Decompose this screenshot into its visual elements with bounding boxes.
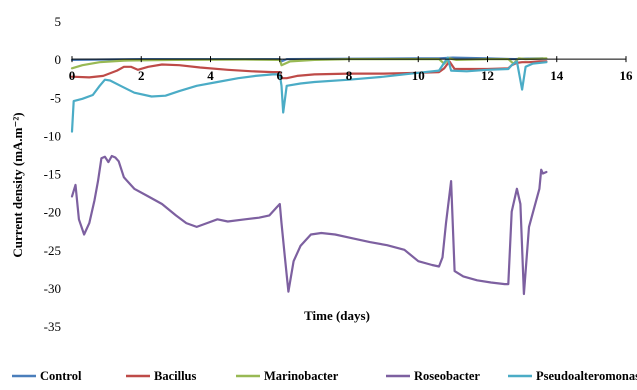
x-tick-label: 4 bbox=[207, 68, 214, 83]
x-tick-label: 16 bbox=[620, 68, 634, 83]
y-tick-label: -15 bbox=[44, 167, 61, 182]
y-tick-label: -25 bbox=[44, 243, 61, 258]
series-lines bbox=[70, 56, 548, 296]
series-line-roseobacter bbox=[70, 154, 548, 296]
x-tick-label: 14 bbox=[550, 68, 564, 83]
y-tick-label: -10 bbox=[44, 128, 61, 143]
legend-label: Roseobacter bbox=[414, 369, 480, 383]
x-tick-label: 10 bbox=[412, 68, 425, 83]
legend-label: Marinobacter bbox=[264, 369, 339, 383]
x-tick-label: 2 bbox=[138, 68, 145, 83]
y-tick-label: 5 bbox=[55, 14, 62, 29]
x-axis-title: Time (days) bbox=[304, 308, 370, 323]
legend-item-marinobacter: Marinobacter bbox=[236, 369, 339, 383]
x-tick-label: 8 bbox=[346, 68, 353, 83]
legend-item-roseobacter: Roseobacter bbox=[386, 369, 480, 383]
series-line-marinobacter bbox=[70, 57, 548, 70]
y-tick-label: -35 bbox=[44, 319, 61, 334]
series-line-pseudoalteromonas bbox=[70, 56, 548, 133]
legend: Control Bacillus Marinobacter Roseobacter Ps… bbox=[12, 369, 637, 383]
legend-item-bacillus: Bacillus bbox=[126, 369, 197, 383]
x-tick-label: 6 bbox=[277, 68, 284, 83]
x-axis bbox=[71, 56, 627, 63]
y-tick-label: -30 bbox=[44, 281, 61, 296]
legend-item-control: Control bbox=[12, 369, 82, 383]
x-tick-labels: 0 2 4 6 8 10 12 14 16 bbox=[69, 68, 633, 83]
x-tick-label: 0 bbox=[69, 68, 76, 83]
y-axis-title: Current density (mA.m⁻²) bbox=[10, 112, 25, 257]
y-tick-labels: 5 0 -5 -10 -15 -20 -25 -30 -35 bbox=[44, 14, 61, 334]
x-tick-label: 12 bbox=[481, 68, 494, 83]
y-tick-label: -20 bbox=[44, 205, 61, 220]
y-tick-label: 0 bbox=[55, 52, 62, 67]
legend-label: Bacillus bbox=[154, 369, 197, 383]
legend-item-pseudoalteromonas: Pseudoalteromonas bbox=[508, 369, 637, 383]
y-tick-label: -5 bbox=[50, 90, 61, 105]
legend-label: Control bbox=[40, 369, 82, 383]
legend-label: Pseudoalteromonas bbox=[536, 369, 637, 383]
